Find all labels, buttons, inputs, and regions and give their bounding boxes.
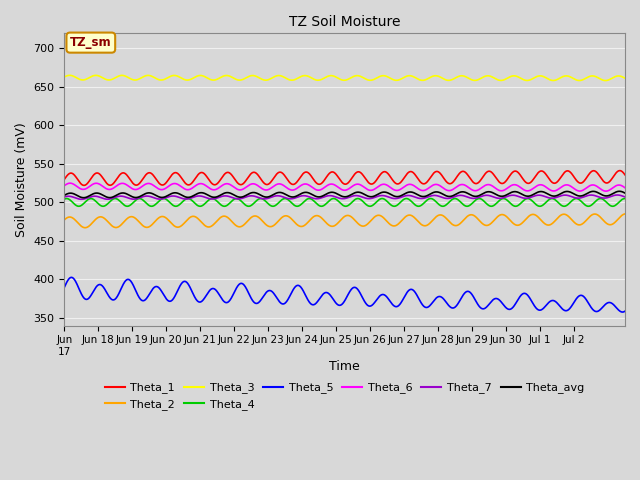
Theta_2 [319,216,326,222]
Theta_avg [61,192,68,198]
Legend: Theta_1, Theta_2, Theta_3, Theta_4, Theta_5, Theta_6, Theta_7, Theta_avg: Theta_1, Theta_2, Theta_3, Theta_4, Thet… [100,378,589,414]
Theta_7 [333,194,341,200]
Theta_7 [621,194,629,200]
Theta_4 [621,196,629,202]
Y-axis label: Soil Moisture (mV): Soil Moisture (mV) [15,122,28,237]
Theta_1 [319,180,326,185]
Theta_1 [90,172,97,178]
Title: TZ Soil Moisture: TZ Soil Moisture [289,15,401,29]
Theta_6 [502,186,510,192]
Line: Theta_6: Theta_6 [65,183,625,191]
X-axis label: Time: Time [330,360,360,373]
Theta_7 [90,193,97,199]
Theta_avg [90,191,97,197]
Theta_4 [61,196,68,202]
Theta_6 [605,187,613,193]
Theta_5 [61,284,68,290]
Theta_5 [502,305,510,311]
Theta_3 [621,75,629,81]
Theta_avg [333,191,341,197]
Theta_1 [502,178,510,184]
Theta_4 [89,196,97,202]
Theta_6 [90,181,97,187]
Theta_avg [502,192,510,198]
Theta_avg [605,192,612,198]
Theta_4 [319,203,326,209]
Theta_4 [333,197,341,203]
Theta_1 [616,168,623,173]
Theta_4 [342,204,349,209]
Theta_5 [333,301,341,307]
Line: Theta_2: Theta_2 [65,214,625,228]
Theta_2 [605,222,612,228]
Theta_2 [333,221,341,227]
Theta_avg [79,195,87,201]
Theta_2 [605,222,613,228]
Theta_avg [605,192,613,198]
Theta_7 [605,194,613,200]
Theta_1 [605,180,612,185]
Theta_3 [319,76,326,82]
Theta_2 [502,213,510,219]
Theta_6 [333,184,341,190]
Theta_2 [81,225,89,230]
Theta_5 [605,300,612,305]
Theta_4 [605,202,613,208]
Theta_3 [66,72,74,78]
Theta_6 [319,186,326,192]
Theta_6 [66,180,74,186]
Line: Theta_1: Theta_1 [65,170,625,185]
Theta_3 [90,73,97,79]
Theta_5 [619,309,627,315]
Theta_5 [621,308,629,314]
Theta_6 [61,183,68,189]
Theta_6 [621,185,629,191]
Line: Theta_4: Theta_4 [65,199,625,206]
Theta_5 [90,288,97,294]
Theta_4 [160,196,168,202]
Theta_3 [602,78,609,84]
Theta_4 [605,202,613,207]
Theta_2 [90,219,97,225]
Theta_7 [319,194,326,200]
Theta_7 [502,194,510,200]
Theta_1 [621,172,629,178]
Theta_3 [605,77,613,83]
Theta_1 [80,182,88,188]
Theta_6 [602,188,610,194]
Theta_7 [77,196,85,202]
Line: Theta_avg: Theta_avg [65,191,625,198]
Theta_avg [621,190,629,196]
Theta_2 [621,211,629,217]
Theta_6 [605,188,613,193]
Theta_2 [61,217,68,223]
Line: Theta_5: Theta_5 [65,277,625,312]
Theta_7 [614,192,621,198]
Theta_3 [605,77,613,83]
Theta_1 [333,173,341,179]
Theta_avg [616,188,623,194]
Theta_5 [319,292,326,298]
Theta_1 [605,179,613,185]
Theta_3 [502,76,510,82]
Line: Theta_7: Theta_7 [65,195,625,199]
Line: Theta_3: Theta_3 [65,75,625,81]
Theta_3 [61,74,68,80]
Theta_3 [333,75,341,81]
Theta_4 [502,197,510,203]
Theta_7 [61,194,68,200]
Theta_7 [605,194,612,200]
Theta_avg [319,193,326,199]
Theta_5 [605,300,613,305]
Theta_5 [68,275,76,280]
Theta_1 [61,177,68,182]
Text: TZ_sm: TZ_sm [70,36,111,49]
